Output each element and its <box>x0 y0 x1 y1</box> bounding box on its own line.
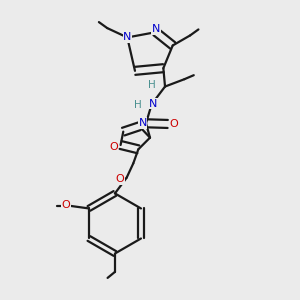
Text: O: O <box>109 142 118 152</box>
Text: O: O <box>116 174 124 184</box>
Text: H: H <box>148 80 155 90</box>
Text: N: N <box>139 118 147 128</box>
Text: N: N <box>123 32 131 43</box>
Text: O: O <box>62 200 70 210</box>
Text: N: N <box>149 99 158 109</box>
Text: H: H <box>134 100 142 110</box>
Text: O: O <box>169 119 178 129</box>
Text: N: N <box>152 24 160 34</box>
